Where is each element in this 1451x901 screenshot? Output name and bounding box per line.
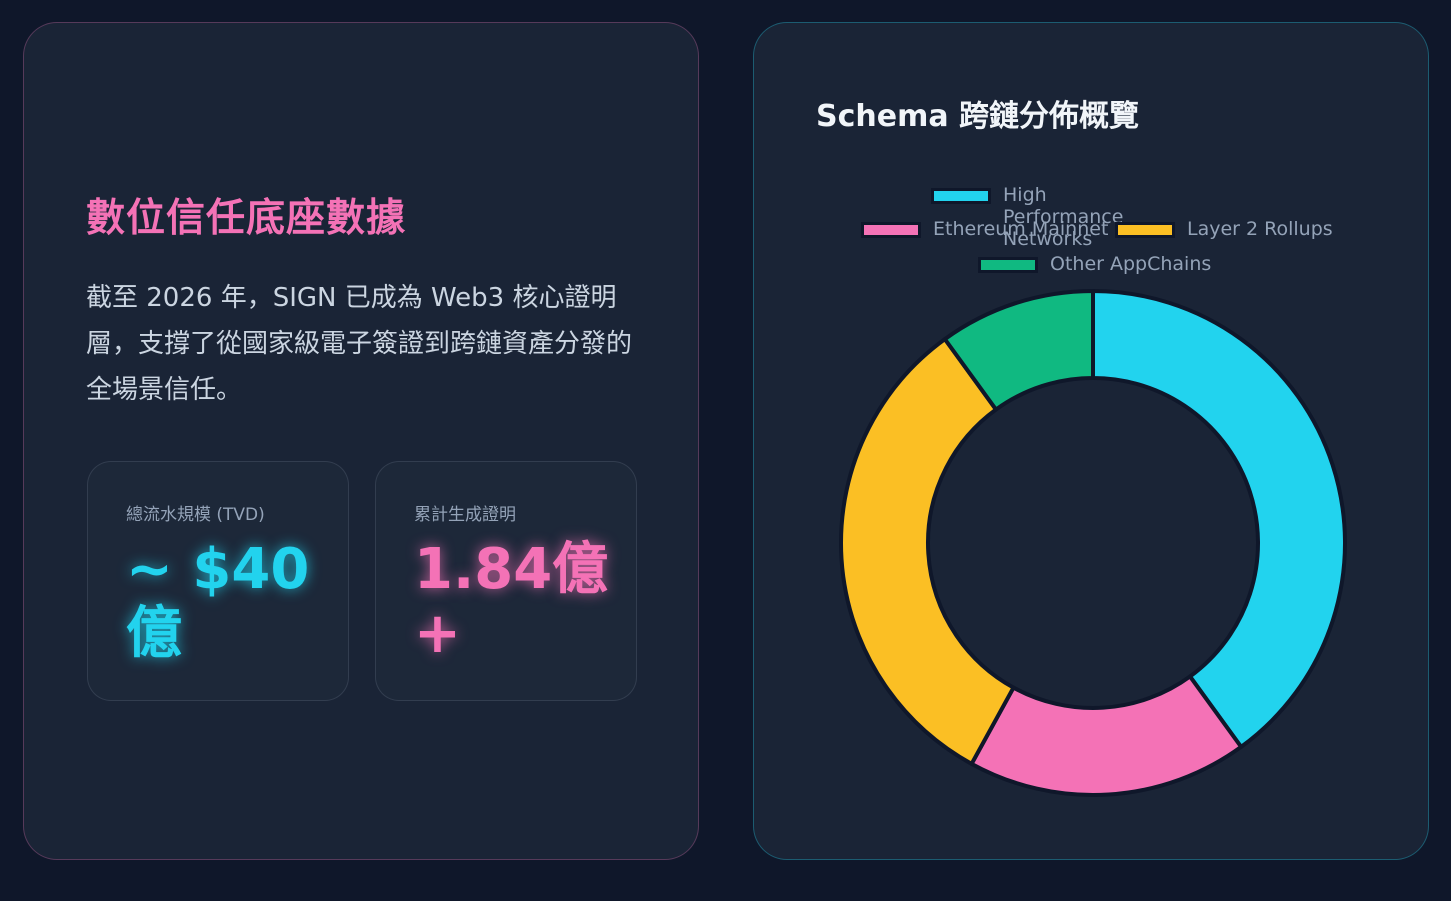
chart-title: Schema 跨鏈分佈概覽	[816, 99, 1140, 134]
stat-label: 累計生成證明	[414, 505, 516, 525]
section-title: 數位信任底座數據	[86, 196, 407, 241]
stat-card-attestations: 累計生成證明 1.84億 +	[375, 461, 637, 701]
legend-label: Ethereum Mainnet	[933, 218, 1109, 240]
legend-swatch	[1115, 222, 1175, 238]
legend-swatch	[931, 188, 991, 204]
legend-item-ethereum[interactable]: Ethereum Mainnet	[861, 218, 1108, 240]
donut-slice-high-performance[interactable]	[1091, 289, 1347, 749]
legend-swatch	[861, 222, 921, 238]
stat-value: ~ $40 億	[126, 537, 310, 666]
stats-card: 數位信任底座數據 截至 2026 年，SIGN 已成為 Web3 核心證明層，支…	[23, 22, 699, 860]
legend-label: Other AppChains	[1050, 253, 1212, 275]
legend-label: Layer 2 Rollups	[1187, 218, 1333, 240]
legend-item-other[interactable]: Other AppChains	[978, 253, 1211, 275]
legend-label: High Performance Networks	[1003, 184, 1124, 250]
legend-swatch	[978, 257, 1038, 273]
donut-slice-layer2[interactable]	[839, 337, 1016, 766]
legend-item-layer2[interactable]: Layer 2 Rollups	[1115, 218, 1333, 240]
donut-slice-other[interactable]	[942, 289, 1095, 412]
section-description: 截至 2026 年，SIGN 已成為 Web3 核心證明層，支撐了從國家級電子簽…	[86, 283, 633, 405]
stat-label: 總流水規模 (TVD)	[126, 505, 265, 525]
stat-card-tvd: 總流水規模 (TVD) ~ $40 億	[87, 461, 349, 701]
legend-item-high-performance[interactable]: High Performance Networks	[931, 184, 1173, 250]
doughnut-chart	[839, 289, 1347, 797]
chart-card: Schema 跨鏈分佈概覽 High Performance Networks …	[753, 22, 1429, 860]
stat-value: 1.84億 +	[414, 537, 609, 666]
